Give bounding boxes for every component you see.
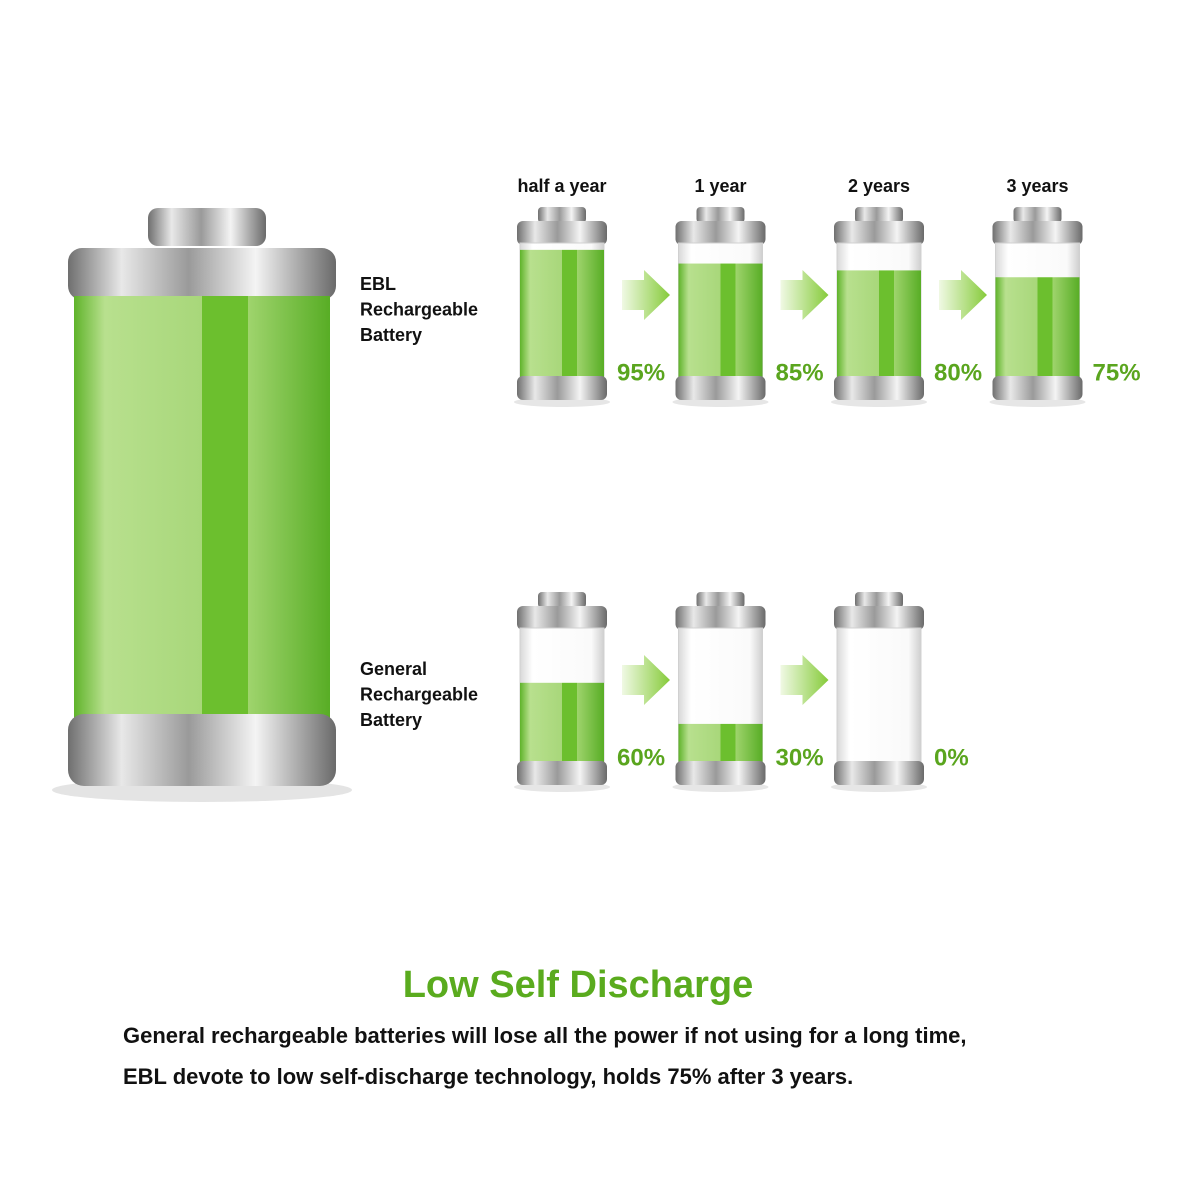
row-label: Rechargeable (360, 299, 478, 319)
battery-cap (1013, 207, 1062, 223)
period-label: 2 years (848, 176, 910, 196)
row-label: General (360, 659, 427, 679)
body-line: EBL devote to low self-discharge technol… (123, 1064, 853, 1089)
period-label: 1 year (694, 176, 746, 196)
title: Low Self Discharge (403, 964, 754, 1006)
battery-top-rim (517, 606, 607, 630)
battery-bottom-rim (834, 761, 924, 785)
text-layer: Low Self Discharge General rechargeable … (123, 964, 967, 1089)
battery-bottom-rim (517, 376, 607, 400)
big-battery (52, 208, 352, 802)
row-label: Battery (360, 325, 422, 345)
battery-top-rim (834, 606, 924, 630)
battery-cap (538, 207, 586, 223)
battery-level (678, 723, 763, 765)
arrow (622, 270, 670, 320)
battery-cap (855, 207, 903, 223)
level-label: 95% (617, 359, 665, 386)
period-label: half a year (517, 176, 606, 196)
level-label: 80% (934, 359, 982, 386)
battery-top-rim (992, 221, 1083, 245)
row-label: EBL (360, 274, 396, 294)
battery-bottom-rim (992, 376, 1083, 400)
level-label: 85% (776, 359, 824, 386)
battery-top-rim (675, 606, 766, 630)
arrow (939, 270, 987, 320)
period-label: 3 years (1006, 176, 1068, 196)
battery-level (520, 249, 604, 380)
arrow (780, 270, 829, 320)
arrow (780, 655, 829, 705)
battery-bottom-rim (675, 761, 766, 785)
battery-cap (538, 592, 586, 608)
battery-bottom-rim (517, 761, 607, 785)
battery-level (520, 682, 604, 765)
level-label: 75% (1093, 359, 1141, 386)
battery-top-rim (517, 221, 607, 245)
row-label: Rechargeable (360, 684, 478, 704)
battery-glass (836, 627, 922, 766)
battery-level (678, 263, 763, 380)
battery-cap (855, 592, 903, 608)
battery-bottom-rim (675, 376, 766, 400)
level-label: 60% (617, 744, 665, 771)
battery-level (995, 277, 1080, 380)
battery-cap (696, 207, 745, 223)
battery-bottom-rim (834, 376, 924, 400)
battery-cap (696, 592, 745, 608)
row-label: Battery (360, 710, 422, 730)
battery-top-rim (834, 221, 924, 245)
level-label: 0% (934, 744, 969, 771)
body-line: General rechargeable batteries will lose… (123, 1023, 967, 1048)
level-label: 30% (776, 744, 824, 771)
battery-top-rim (675, 221, 766, 245)
battery-level (837, 270, 921, 380)
arrow (622, 655, 670, 705)
